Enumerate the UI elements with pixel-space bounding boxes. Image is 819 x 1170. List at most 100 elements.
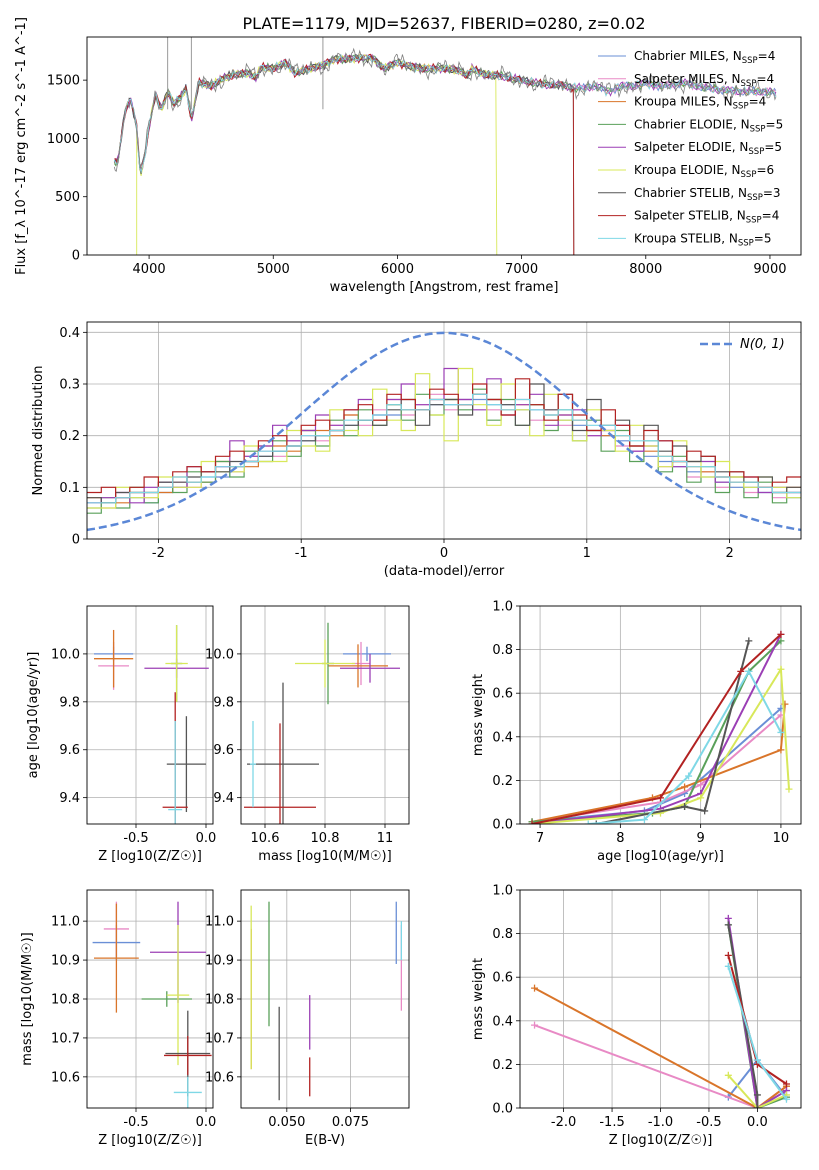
- massweight-marker: [753, 1104, 761, 1108]
- x-tick-label: 8000: [629, 262, 662, 277]
- massweight-series-line: [531, 633, 782, 824]
- y-tick-label: 9.4: [59, 791, 80, 806]
- errorbar-point: [165, 625, 188, 702]
- legend-entry: Chabrier MILES, NSSP=4: [634, 49, 775, 66]
- x-tick-label: 7000: [505, 262, 538, 277]
- y-tick-label: 10.7: [51, 1031, 80, 1046]
- massweight-marker: [724, 1071, 732, 1079]
- y-tick-label: 0.4: [492, 730, 513, 745]
- y-tick-label: 9.6: [59, 743, 80, 758]
- legend-entry: Kroupa ELODIE, NSSP=6: [634, 163, 774, 180]
- y-tick-label: 11.0: [51, 915, 80, 930]
- y-tick-label: 0.8: [492, 927, 513, 942]
- massweight-marker: [681, 803, 689, 811]
- y-tick-label: 0: [72, 249, 80, 264]
- x-tick-label: 0.050: [268, 1115, 305, 1130]
- massweight-marker: [681, 783, 689, 791]
- x-axis-label: E(B-V): [305, 1133, 345, 1148]
- massweight-marker: [584, 820, 592, 824]
- legend-entry: Kroupa STELIB, NSSP=5: [634, 231, 772, 248]
- massweight-marker: [531, 1021, 539, 1029]
- massweight-marker: [782, 1095, 790, 1103]
- errorbar-point: [295, 639, 355, 688]
- errorbar-point: [94, 629, 134, 688]
- legend-entry: Chabrier ELODIE, NSSP=5: [634, 117, 783, 134]
- y-tick-label: 10.7: [205, 1031, 234, 1046]
- y-tick-label: 1500: [47, 74, 80, 89]
- massweight-marker: [724, 951, 732, 959]
- panel-mass_vs_EBV: 0.050 0.075 10.6 10.7 10.8 10.9 11.0 E(B-V): [205, 889, 410, 1148]
- y-tick-label: 0.4: [59, 326, 80, 341]
- y-tick-label: 10.0: [205, 647, 234, 662]
- errorbar-point: [247, 682, 319, 824]
- y-tick-label: 10.6: [205, 1070, 234, 1085]
- errorbar-point: [340, 653, 400, 683]
- y-tick-label: 10.9: [205, 954, 234, 969]
- x-tick-label: 4000: [133, 262, 166, 277]
- x-tick-label: -0.5: [123, 831, 148, 846]
- legend-entry: Kroupa MILES, NSSP=4: [634, 95, 766, 112]
- y-tick-label: 1.0: [492, 600, 513, 615]
- y-tick-label: 9.8: [213, 695, 234, 710]
- plot-area: [531, 914, 790, 1108]
- y-tick-label: 0.4: [492, 1014, 513, 1029]
- errorbar-point: [94, 903, 139, 1013]
- x-tick-label: -2: [152, 546, 165, 561]
- errorbar-point: [328, 644, 388, 688]
- x-axis-label: (data-model)/error: [384, 564, 505, 579]
- legend-entry: Chabrier STELIB, NSSP=3: [634, 186, 781, 203]
- panel-age_vs_mass: 10.6 10.8 11 9.4 9.6 9.8 10.0 mass [log10(M/M☉)…: [205, 605, 410, 864]
- y-tick-label: 0.6: [492, 971, 513, 986]
- x-tick-label: 2: [725, 546, 733, 561]
- legend: Chabrier MILES, NSSP=4 Salpeter MILES, NS…: [598, 49, 783, 248]
- x-tick-label: 5000: [257, 262, 290, 277]
- figure-title: PLATE=1179, MJD=52637, FIBERID=0280, z=0…: [242, 14, 645, 33]
- x-tick-label: 8: [616, 831, 624, 846]
- y-tick-label: 0: [72, 533, 80, 548]
- massweight-marker: [657, 794, 664, 802]
- plot-area: [92, 901, 212, 1108]
- x-tick-label: 10: [773, 831, 790, 846]
- axes-frame: [519, 605, 802, 825]
- plot-area: [250, 901, 403, 1101]
- x-tick-label: 0.0: [747, 1115, 768, 1130]
- panel-residuals: -2 -1 0 1 2 0 0.1 0.2 0.3 0.4 (data-model)/error No…: [31, 321, 802, 579]
- massweight-marker: [753, 1056, 761, 1064]
- y-tick-label: 0.2: [492, 774, 513, 789]
- y-tick-label: 1000: [47, 132, 80, 147]
- plot-area: [113, 37, 777, 255]
- errorbar-point: [168, 720, 183, 824]
- y-tick-label: 0.3: [59, 378, 80, 393]
- spectrum-model-line: [114, 53, 575, 255]
- y-tick-label: 10.8: [205, 993, 234, 1008]
- x-axis-label: Z [log10(Z/Z☉)]: [98, 849, 202, 864]
- y-tick-label: 0.2: [492, 1058, 513, 1073]
- y-axis-label: age [log10(age/yr)]: [26, 652, 41, 779]
- x-tick-label: 0.075: [332, 1115, 369, 1130]
- massweight-marker: [640, 816, 648, 824]
- gaussian-curve: [87, 331, 801, 532]
- y-axis-label: Flux [f_λ 10^-17 erg cm^-2 s^-1 A^-1]: [14, 17, 29, 275]
- spectrum-model-line: [113, 54, 575, 255]
- panel-age_vs_Z: -0.5 0.0 9.4 9.6 9.8 10.0 Z [log10(Z/Z☉)] age […: [26, 605, 216, 864]
- massweight-marker: [785, 785, 793, 793]
- x-tick-label: -2.0: [551, 1115, 576, 1130]
- y-tick-label: 0.2: [59, 429, 80, 444]
- axes-frame: [86, 36, 802, 256]
- legend-entry: Salpeter MILES, NSSP=4: [634, 72, 774, 89]
- x-axis-label: Z [log10(Z/Z☉)]: [98, 1133, 202, 1148]
- x-tick-label: 11: [377, 831, 394, 846]
- histogram-series: [87, 393, 801, 504]
- x-tick-label: 1: [583, 546, 591, 561]
- massweight-marker: [777, 630, 785, 638]
- errorbar-point: [343, 646, 391, 662]
- errorbar-point: [173, 1076, 202, 1108]
- x-tick-label: 0.0: [196, 1115, 217, 1130]
- x-tick-label: 0: [440, 546, 448, 561]
- y-tick-label: 10.8: [51, 993, 80, 1008]
- massweight-marker: [697, 781, 705, 789]
- axes-frame: [519, 889, 802, 1109]
- x-tick-label: -1.5: [599, 1115, 624, 1130]
- massweight-marker: [528, 820, 536, 824]
